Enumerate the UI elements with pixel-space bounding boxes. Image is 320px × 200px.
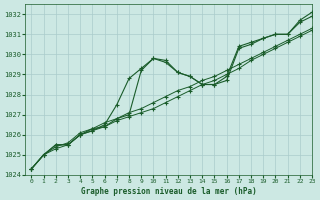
X-axis label: Graphe pression niveau de la mer (hPa): Graphe pression niveau de la mer (hPa) bbox=[81, 187, 257, 196]
